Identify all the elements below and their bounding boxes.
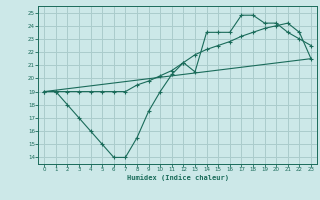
X-axis label: Humidex (Indice chaleur): Humidex (Indice chaleur) [127, 174, 228, 181]
